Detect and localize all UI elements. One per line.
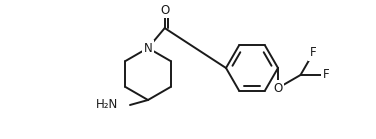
Text: N: N <box>144 42 152 54</box>
Text: O: O <box>273 81 283 95</box>
Text: O: O <box>160 4 169 17</box>
Text: F: F <box>310 46 317 59</box>
Text: H₂N: H₂N <box>96 99 118 111</box>
Text: F: F <box>323 69 330 81</box>
